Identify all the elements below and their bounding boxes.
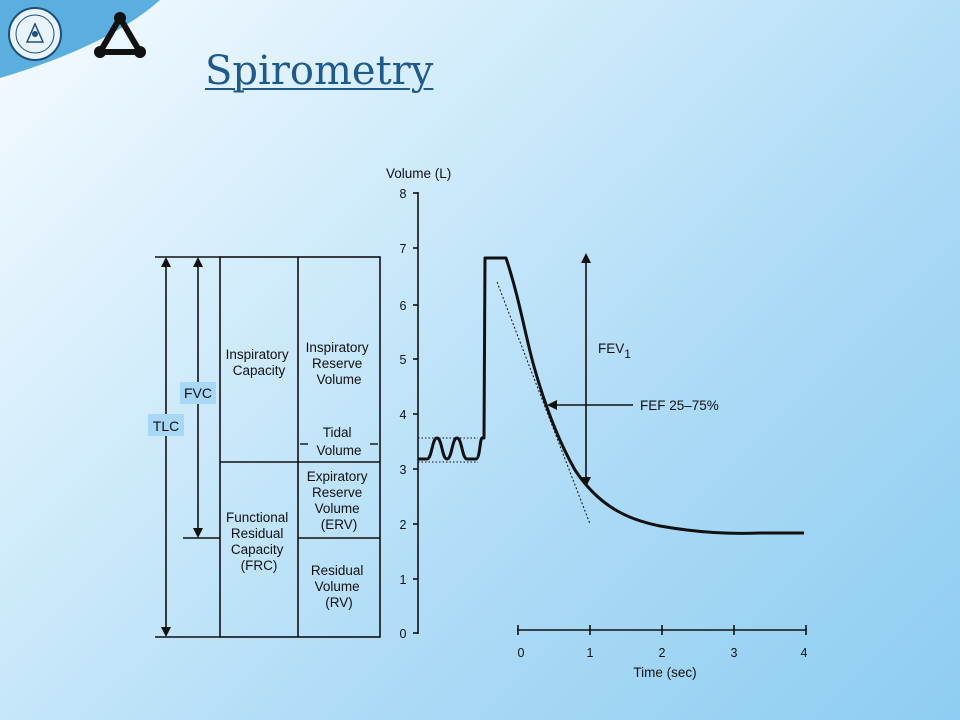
x-axis-ticks: [517, 625, 807, 635]
y-tick-label: 7: [400, 242, 407, 256]
y-tick-label: 4: [400, 408, 407, 422]
tidal-volume-label: Tidal Volume: [316, 425, 361, 458]
x-tick-label: 0: [518, 646, 525, 660]
fef-label: FEF 25–75%: [640, 398, 719, 413]
residual-volume-label: Residual Volume (RV): [311, 563, 367, 610]
y-axis-label: Volume (L): [386, 166, 451, 181]
y-tick-label: 2: [400, 518, 407, 532]
triangle-nodes-icon: [94, 12, 146, 58]
logo-corner: [0, 0, 160, 78]
y-axis-ticks: [413, 192, 418, 634]
expiratory-reserve-volume-label: Expiratory Reserve Volume (ERV): [307, 469, 372, 532]
y-tick-label: 5: [400, 353, 407, 367]
y-tick-label: 8: [400, 187, 407, 201]
inspiratory-reserve-volume-label: Inspiratory Reserve Volume: [306, 340, 373, 387]
fvc-label: FVC: [184, 385, 212, 401]
university-seal-icon: [8, 7, 62, 61]
y-tick-label: 3: [400, 463, 407, 477]
slide-title: Spirometry: [205, 48, 434, 94]
y-tick-label: 1: [400, 573, 407, 587]
x-tick-label: 4: [801, 646, 808, 660]
inspiratory-capacity-label: Inspiratory Capacity: [226, 347, 293, 378]
x-tick-label: 3: [731, 646, 738, 660]
y-tick-label: 0: [400, 627, 407, 641]
functional-residual-capacity-label: Functional Residual Capacity (FRC): [226, 510, 292, 573]
y-tick-label: 6: [400, 299, 407, 313]
volume-time-trace: [418, 256, 804, 535]
fev1-label: FEV1: [598, 341, 631, 361]
tlc-label: TLC: [153, 418, 179, 434]
x-tick-label: 2: [659, 646, 666, 660]
x-axis-label: Time (sec): [633, 665, 696, 680]
fef-tangent-dotted-line: [496, 281, 591, 525]
x-tick-label: 1: [587, 646, 594, 660]
